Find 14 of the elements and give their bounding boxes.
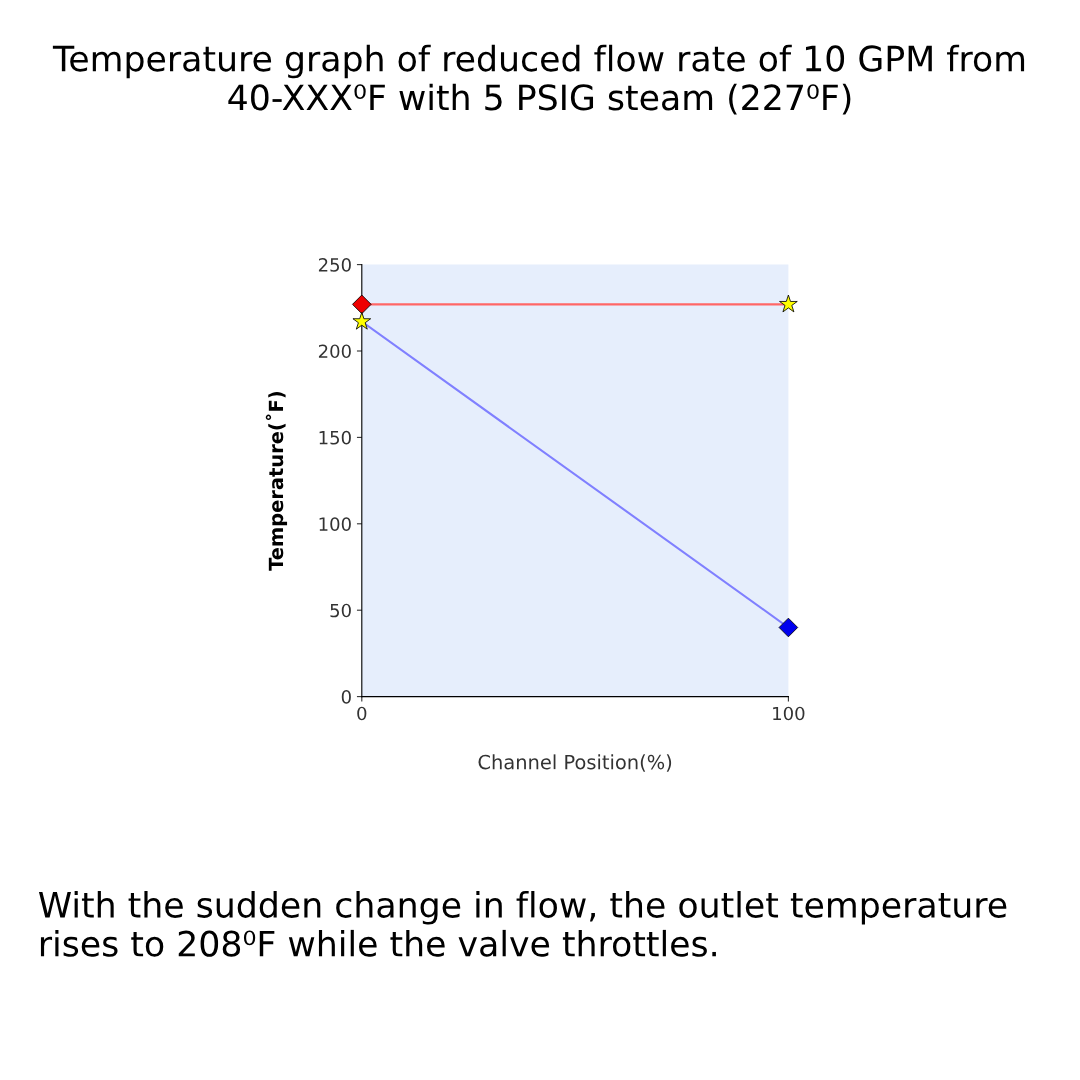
- y-tick-label: 0: [341, 690, 351, 704]
- y-tick-label: 250: [318, 258, 351, 272]
- x-axis-title: Channel Position(%): [478, 754, 672, 772]
- point: [778, 617, 799, 638]
- y-tick-label: 50: [330, 603, 351, 618]
- y-tick-label: 100: [319, 517, 351, 531]
- chart-title: Temperature graph of reduced flow rate of 10 GPM from 40-XXX⁰F with 5 PSIG steam (227⁰F): [52, 44, 1025, 115]
- y-tick-label: 200: [318, 344, 351, 359]
- point: [352, 311, 372, 330]
- point: [779, 294, 798, 313]
- text: With the sudden change in flow, the outlet temperature rises to 208⁰F while the valve throttles.: [38, 891, 1007, 957]
- point: [352, 294, 372, 315]
- y-tick-label: 150: [319, 430, 351, 445]
- y-axis-title: Temperature(˚F): [265, 391, 288, 571]
